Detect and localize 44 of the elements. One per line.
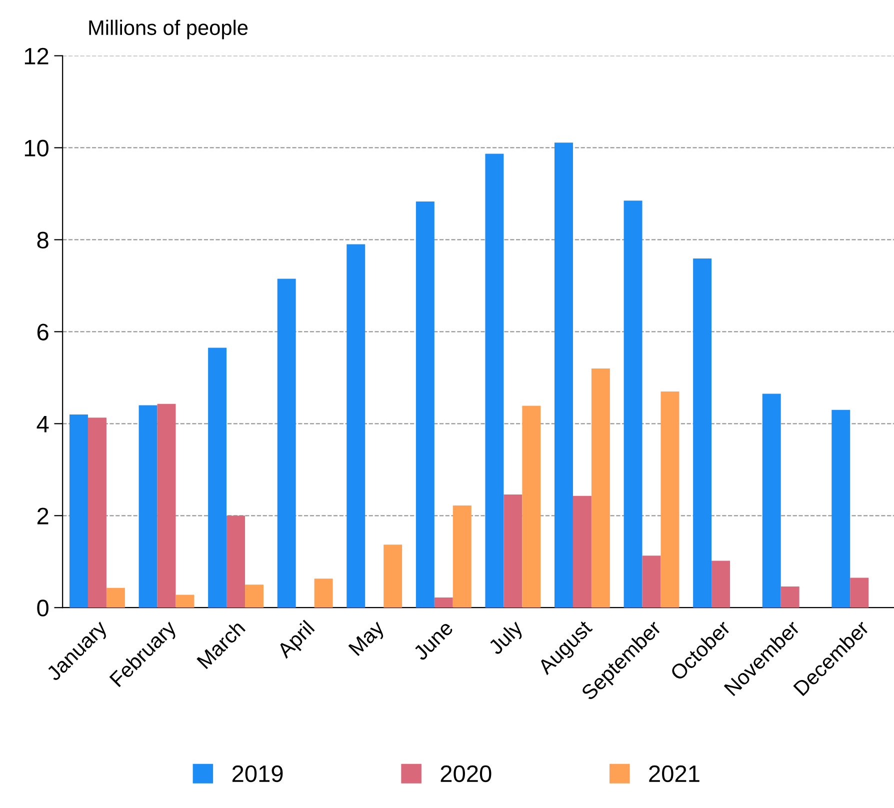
y-tick-label: 8 (37, 232, 48, 248)
bar (384, 544, 402, 608)
x-tick-label: May (348, 619, 388, 660)
legend-label: 2021 (649, 765, 700, 782)
bar (591, 368, 610, 608)
bar (485, 154, 504, 608)
bar (452, 506, 472, 608)
bar (176, 594, 194, 608)
y-tick-label: 2 (37, 508, 48, 524)
y-tick-label: 10 (24, 140, 48, 157)
bar (208, 348, 227, 608)
bar (522, 406, 541, 608)
bar (660, 391, 680, 608)
bar (693, 258, 712, 608)
y-tick-label: 4 (36, 416, 49, 432)
bar (434, 598, 453, 608)
bar (226, 516, 246, 608)
bar (832, 410, 850, 608)
bar (157, 404, 176, 608)
bar (138, 405, 158, 608)
bar (416, 202, 434, 608)
bar (245, 584, 264, 608)
y-tick-label: 0 (37, 600, 48, 616)
bar (277, 278, 296, 608)
bar (642, 556, 661, 608)
bar (780, 586, 800, 608)
bar (504, 494, 522, 608)
y-axis-title: Millions of people (89, 20, 248, 40)
x-tick-label: July (486, 618, 527, 658)
y-tick-label: 12 (24, 48, 48, 64)
bar (712, 560, 730, 608)
bar (554, 142, 573, 608)
y-tick-label: 6 (37, 324, 48, 340)
bar (624, 200, 642, 608)
bar (850, 578, 869, 608)
bar (314, 578, 333, 608)
legend-label: 2019 (232, 765, 283, 782)
bar (346, 244, 366, 608)
bar (106, 588, 125, 608)
bar (762, 394, 781, 608)
bar (88, 418, 106, 608)
bar (572, 496, 592, 608)
legend-label: 2020 (440, 765, 492, 782)
bar (70, 414, 88, 608)
